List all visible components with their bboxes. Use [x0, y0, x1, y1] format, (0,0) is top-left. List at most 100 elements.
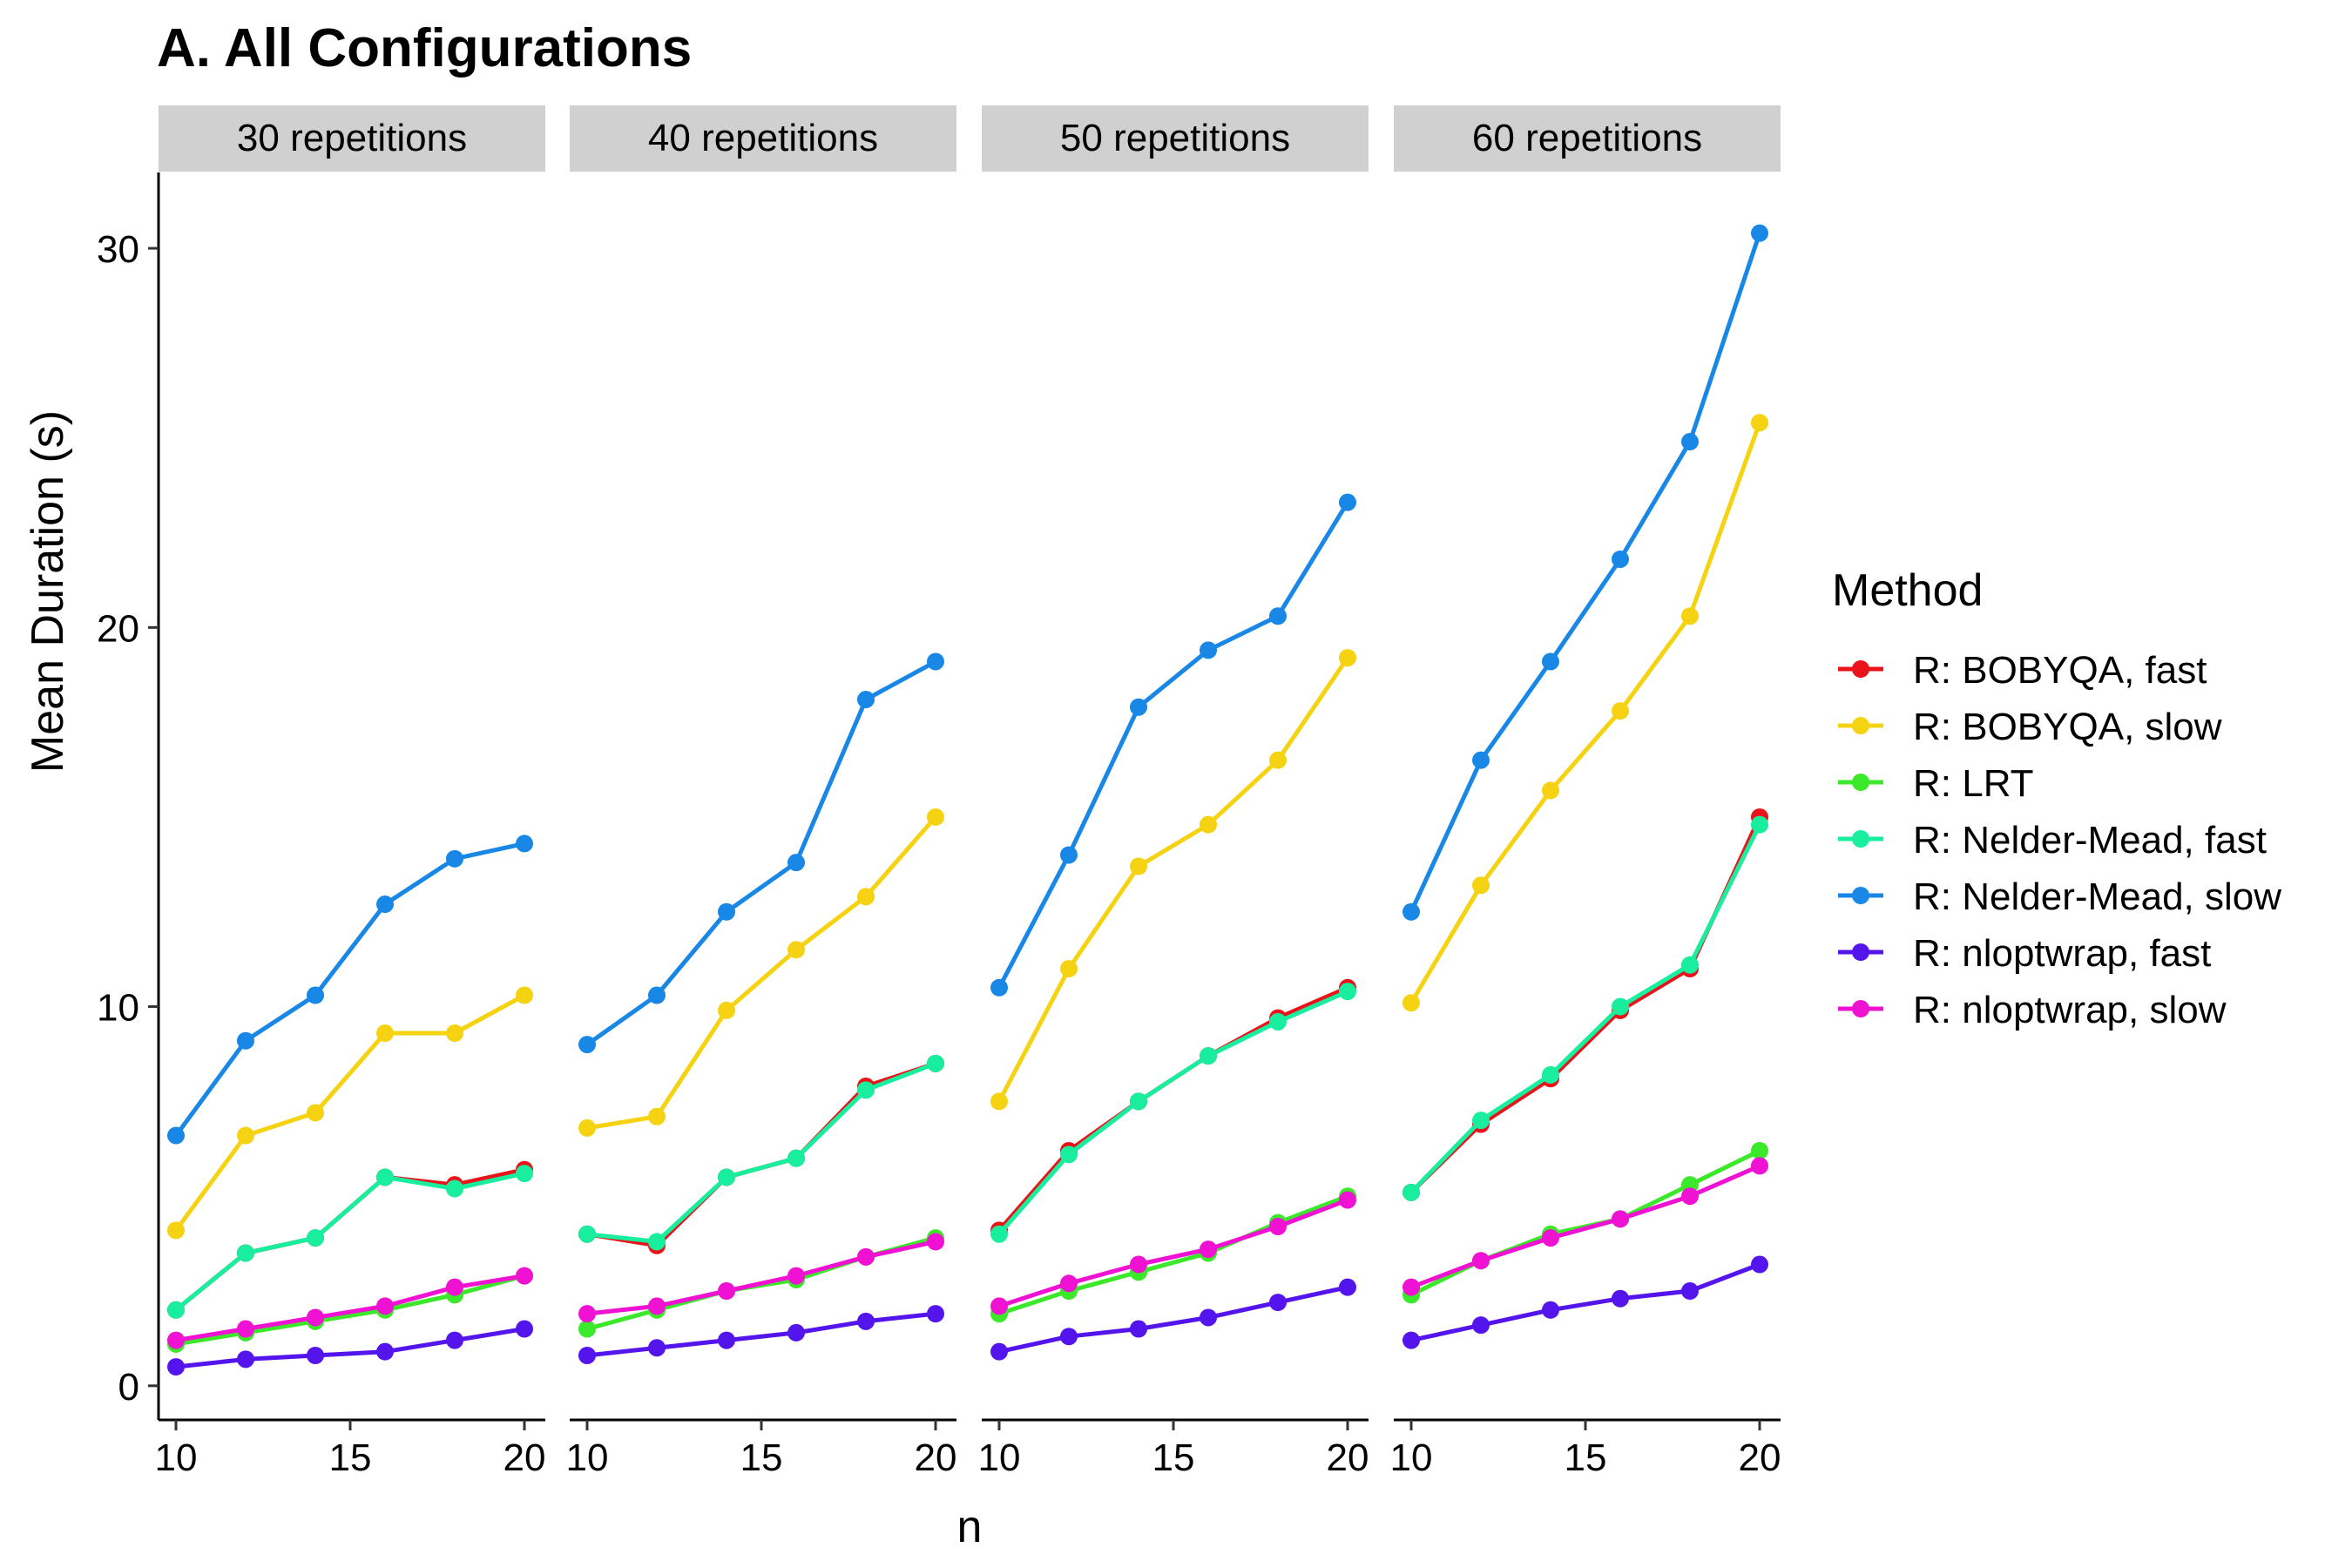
legend-key-point: [1852, 943, 1869, 961]
legend-key-point: [1852, 1000, 1869, 1017]
x-tick-label: 10: [566, 1436, 609, 1479]
series-line: [998, 1193, 1348, 1316]
facet-strip-label: 30 repetitions: [237, 117, 467, 159]
x-tick-label: 20: [1327, 1436, 1369, 1479]
legend-label: R: Nelder-Mead, slow: [1913, 875, 2281, 918]
data-point: [787, 1149, 805, 1167]
series: [578, 808, 944, 1137]
facet-panel: 40 repetitions 10 15 20: [566, 105, 956, 1479]
series: [990, 983, 1356, 1243]
data-point: [1472, 1316, 1490, 1335]
data-point: [1751, 1157, 1768, 1175]
series: [990, 1278, 1356, 1361]
data-point: [1751, 815, 1768, 834]
x-tick-label: 15: [740, 1436, 783, 1479]
data-point: [1542, 1065, 1559, 1084]
facet-strip: [982, 105, 1369, 172]
data-point: [446, 1179, 463, 1198]
series: [167, 1165, 533, 1319]
data-point: [990, 1297, 1008, 1315]
data-point: [1060, 960, 1078, 978]
data-point: [516, 835, 533, 853]
series: [1402, 1141, 1768, 1304]
data-point: [1269, 1294, 1287, 1312]
legend-label: R: Nelder-Mead, fast: [1913, 819, 2267, 862]
series-line: [586, 1061, 936, 1248]
data-point: [1339, 983, 1356, 1001]
series-line: [1409, 823, 1762, 1194]
data-point: [307, 1229, 324, 1247]
series: [578, 1054, 944, 1251]
data-point: [516, 1165, 533, 1183]
data-point: [648, 1107, 666, 1125]
legend-title: Method: [1832, 565, 1983, 616]
series: [167, 1267, 533, 1349]
data-point: [578, 1305, 596, 1323]
data-point: [1130, 1092, 1147, 1111]
data-point: [1269, 1012, 1287, 1031]
data-point: [446, 849, 463, 868]
series-line: [997, 989, 1348, 1236]
data-point: [1339, 1278, 1356, 1296]
facet-strip-label: 50 repetitions: [1060, 117, 1290, 159]
data-point: [648, 986, 666, 1004]
legend-key-point: [1852, 887, 1869, 904]
data-point: [1542, 1301, 1559, 1319]
data-point: [167, 1126, 185, 1145]
data-point: [1269, 751, 1287, 769]
data-point: [516, 1267, 533, 1285]
data-point: [578, 1320, 596, 1338]
data-point: [1612, 1210, 1629, 1228]
series: [990, 493, 1356, 997]
series: [1402, 414, 1768, 1012]
facet-panel: 30 repetitions 10 15 20 0 10 20 30: [97, 105, 545, 1479]
series-line: [1409, 232, 1762, 913]
data-point: [376, 1342, 394, 1361]
data-point: [1402, 994, 1420, 1012]
data-point: [1269, 1218, 1287, 1236]
data-point: [1060, 1274, 1078, 1293]
data-point: [1542, 1229, 1559, 1247]
data-point: [307, 1347, 324, 1365]
y-axis-title: Mean Duration (s): [23, 410, 73, 773]
data-point: [1612, 550, 1629, 568]
data-point: [857, 691, 875, 709]
data-point: [1402, 1183, 1420, 1201]
series-line: [998, 1285, 1348, 1355]
data-point: [1751, 1141, 1768, 1159]
series-line: [586, 815, 937, 1131]
series-line: [585, 659, 937, 1047]
series: [578, 1233, 944, 1323]
data-point: [446, 1024, 463, 1043]
data-point: [1060, 1146, 1078, 1164]
data-point: [1339, 649, 1356, 667]
data-point: [1269, 607, 1287, 625]
legend-label: R: LRT: [1913, 762, 2034, 805]
data-point: [1060, 1328, 1078, 1346]
data-point: [787, 1267, 805, 1285]
data-point: [237, 1350, 254, 1369]
y-tick-label: 0: [118, 1366, 139, 1409]
data-point: [1402, 1278, 1420, 1296]
data-point: [718, 1331, 735, 1349]
chart-title: A. All Configurations: [157, 18, 692, 78]
data-point: [857, 888, 875, 906]
data-point: [1472, 751, 1490, 769]
data-point: [237, 1126, 254, 1145]
legend-label: R: BOBYQA, slow: [1913, 706, 2222, 748]
data-point: [718, 1168, 735, 1186]
data-point: [648, 1297, 666, 1315]
legend-item: R: Nelder-Mead, slow: [1838, 875, 2281, 918]
data-point: [376, 896, 394, 914]
data-point: [1339, 1191, 1356, 1209]
series-line: [1410, 1262, 1761, 1343]
data-point: [1681, 433, 1699, 451]
data-point: [1130, 1255, 1147, 1274]
data-point: [1542, 781, 1559, 800]
legend-label: R: nloptwrap, fast: [1913, 932, 2211, 975]
data-point: [1472, 1252, 1490, 1270]
data-point: [990, 1092, 1008, 1111]
data-point: [516, 986, 533, 1004]
legend-item: R: BOBYQA, slow: [1838, 706, 2222, 748]
